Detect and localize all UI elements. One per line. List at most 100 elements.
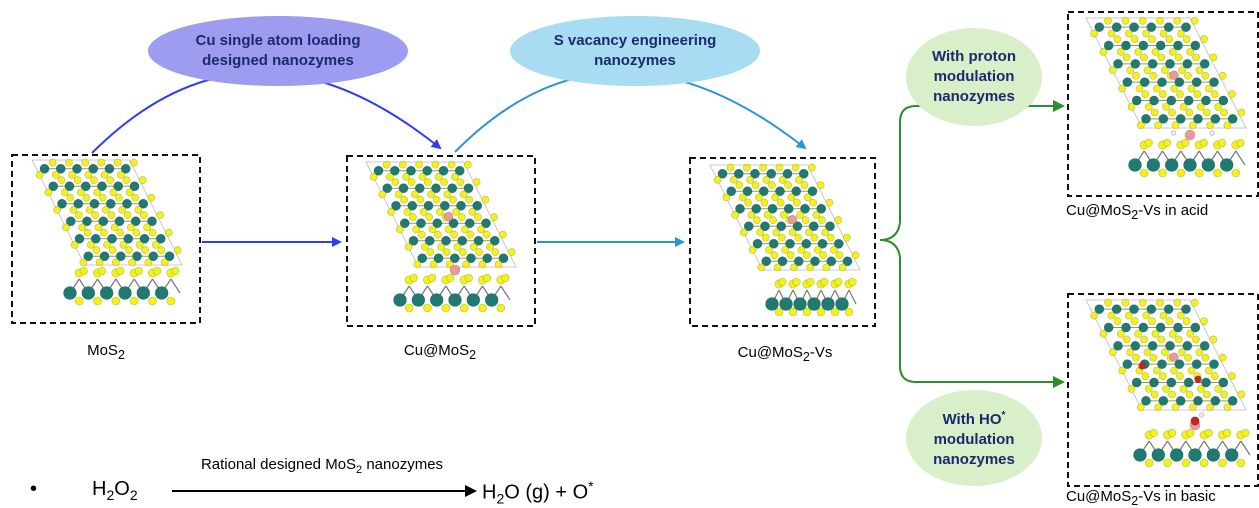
s-atom — [774, 307, 784, 317]
s-atom — [118, 205, 127, 214]
mo-atom — [433, 253, 444, 264]
s-atom — [1140, 335, 1148, 344]
mo-atom — [1193, 113, 1203, 124]
s-atom — [1135, 84, 1144, 93]
mo-atom — [1138, 40, 1149, 51]
s-atom — [441, 303, 451, 313]
s-atom — [103, 240, 112, 249]
s-atom — [410, 190, 419, 199]
s-atom — [722, 193, 731, 202]
s-atom — [116, 170, 125, 179]
s-atom — [61, 223, 70, 232]
s-atom — [1228, 372, 1236, 380]
mo-atom — [81, 286, 96, 300]
s-atom — [788, 307, 798, 317]
mo-atom — [422, 165, 433, 176]
s-atom — [378, 190, 387, 199]
s-atom — [821, 228, 830, 237]
s-atom — [74, 211, 83, 220]
mo-atom — [1193, 395, 1203, 406]
acid-structure — [1085, 16, 1247, 178]
mo-atom — [64, 181, 75, 192]
mo-atom — [114, 216, 125, 227]
s-atom — [465, 195, 474, 204]
s-atom — [794, 233, 803, 242]
s-atom — [802, 251, 811, 260]
s-atom — [409, 273, 418, 283]
s-atom — [428, 225, 437, 234]
s-atom — [464, 273, 473, 283]
s-atom — [1170, 84, 1179, 93]
s-atom — [143, 223, 152, 232]
mo-atom — [466, 253, 476, 264]
s-atom — [463, 160, 472, 169]
bond — [848, 289, 857, 305]
mo-atom — [139, 233, 150, 244]
mo-atom — [1169, 448, 1184, 462]
s-atom — [834, 277, 843, 287]
s-atom — [1199, 458, 1209, 468]
s-atom — [1186, 330, 1195, 338]
mo-atom — [1165, 340, 1175, 351]
s-atom — [1140, 53, 1148, 62]
mo-atom — [484, 293, 499, 307]
mo-atom — [835, 297, 849, 311]
arrow-label-sub: 2 — [356, 464, 363, 476]
mo-atom — [48, 181, 59, 192]
s-atom — [110, 223, 119, 232]
label-cu-mos2-main: Cu@MoS — [403, 342, 470, 359]
s-atom — [1231, 168, 1241, 178]
s-atom — [756, 228, 765, 237]
s-atom — [475, 248, 484, 257]
label-basic: Cu@MoS2-Vs in basic — [1060, 488, 1258, 508]
s-atom — [81, 158, 90, 167]
s-atom — [713, 175, 722, 184]
product-tail: O (g) + O — [504, 481, 589, 504]
s-atom — [1168, 48, 1177, 56]
s-atom — [1176, 90, 1184, 98]
mo-atom — [1209, 359, 1219, 370]
s-atom — [806, 277, 815, 287]
s-atom — [1185, 390, 1194, 399]
s-atom — [848, 277, 857, 287]
s-atom — [1108, 348, 1117, 357]
mo-atom — [1201, 158, 1216, 172]
mo-atom — [439, 200, 450, 211]
s-atom — [1209, 335, 1218, 344]
s-atom — [1201, 71, 1210, 80]
label-acid-main: Cu@MoS — [1066, 202, 1132, 219]
s-atom — [786, 251, 795, 260]
s-atom — [825, 198, 834, 207]
s-atom — [754, 193, 763, 202]
s-atom — [1107, 311, 1116, 320]
mo-atom — [429, 293, 444, 307]
s-atom — [164, 228, 173, 237]
mo-atom — [482, 253, 493, 264]
s-atom — [442, 248, 451, 257]
s-atom — [76, 188, 85, 197]
s-atom — [771, 193, 780, 202]
mo-atom — [1210, 113, 1221, 124]
mo-atom — [406, 165, 416, 176]
bubble-proton-line3: nanozymes — [933, 88, 1015, 105]
mo-atom — [1111, 304, 1122, 315]
mo-atom — [118, 286, 132, 300]
s-atom — [1171, 121, 1180, 130]
s-atom — [816, 307, 826, 317]
mo-atom — [1209, 77, 1219, 88]
s-atom — [1158, 90, 1167, 98]
s-atom — [748, 245, 757, 254]
mo-atom — [742, 186, 753, 197]
s-atom — [752, 216, 761, 225]
mo-atom — [155, 233, 166, 244]
mo-atom — [99, 286, 114, 300]
mo-atom — [82, 216, 92, 227]
label-cu-mos2-sub: 2 — [469, 348, 477, 362]
s-atom — [835, 251, 844, 260]
s-atom — [1144, 385, 1153, 393]
s-atom — [1127, 103, 1136, 111]
s-atom — [395, 225, 404, 234]
mo-atom — [1094, 22, 1105, 33]
mo-atom — [107, 233, 117, 244]
